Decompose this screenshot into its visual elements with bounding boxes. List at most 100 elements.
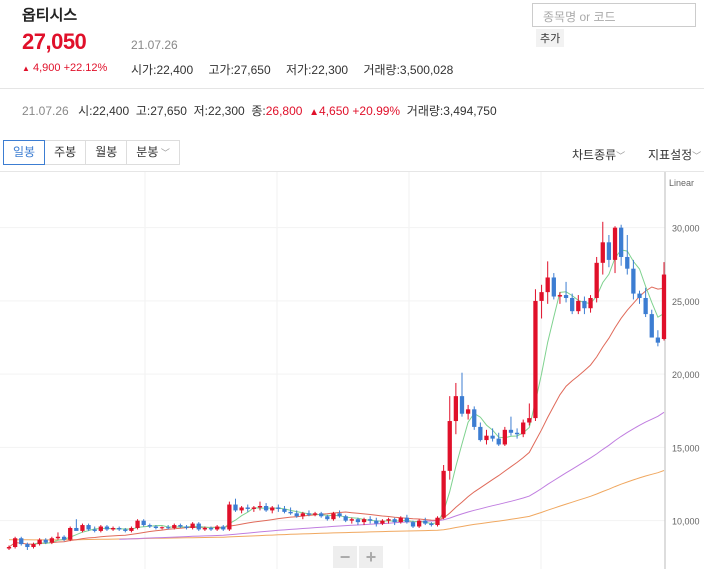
candle-body: [159, 527, 165, 529]
candle-body: [576, 300, 581, 312]
ohlc-summary: 시가:22,400 고가:27,650 저가:22,300 거래량:3,500,…: [131, 63, 454, 77]
tab-weekly[interactable]: 주봉: [45, 140, 87, 165]
divider: [0, 171, 704, 172]
candle-body: [123, 529, 128, 531]
y-tick-label: 25,000: [672, 297, 700, 307]
candle-body: [141, 520, 146, 526]
candle-body: [153, 526, 159, 528]
candle-body: [270, 507, 275, 511]
info-close-label: 종: [251, 104, 263, 118]
candle-body: [300, 513, 305, 517]
y-tick-label: 10,000: [672, 517, 700, 527]
candle-body: [355, 519, 361, 523]
candle-body: [306, 513, 312, 515]
candle-body: [570, 297, 575, 312]
candle-body: [441, 470, 446, 518]
candle-body: [92, 529, 97, 531]
zoom-out-button[interactable]: −: [333, 546, 357, 568]
candle-body: [166, 527, 171, 529]
tab-minute[interactable]: 분봉 ﹀: [127, 140, 180, 165]
y-tick-label: 30,000: [672, 224, 700, 234]
candle-body: [661, 274, 667, 340]
candle-body: [521, 422, 526, 435]
candle-body: [416, 520, 422, 527]
candle-body: [337, 513, 342, 517]
add-button[interactable]: 추가: [536, 29, 565, 47]
price-chart[interactable]: Linear 10,000 15,000 20,000 25,000 30,000: [0, 172, 704, 569]
candle-body: [429, 523, 434, 526]
info-high: 27,650: [150, 104, 187, 118]
candle-body: [98, 526, 103, 531]
chevron-down-icon: ﹀: [692, 151, 702, 161]
candle-body: [380, 520, 385, 524]
candle-body: [557, 295, 563, 297]
candle-body: [19, 538, 24, 545]
candle-body: [86, 525, 91, 530]
candle-body: [465, 409, 471, 414]
up-triangle-icon: ▲: [309, 107, 320, 118]
candle-body: [288, 511, 293, 514]
candle-body: [435, 517, 440, 526]
candle-body: [196, 523, 201, 530]
tab-monthly[interactable]: 월봉: [86, 140, 128, 165]
candle-body: [349, 519, 354, 521]
zoom-controls: − +: [333, 546, 385, 568]
candle-body: [135, 520, 140, 528]
candle-body: [625, 256, 630, 269]
candle-body: [588, 297, 593, 309]
candle-body: [508, 429, 514, 433]
open-value: 22,400: [156, 63, 194, 77]
candle-body: [331, 513, 336, 520]
volume-value: 3,500,028: [399, 63, 454, 77]
price-date: 21.07.26: [131, 38, 178, 52]
stock-header: 옵티시스 27,050 21.07.26 ▲ 4,900 +22.12% 시가:…: [0, 0, 704, 90]
price-change-value: 4,900 +22.12%: [32, 62, 108, 74]
indicator-settings-menu[interactable]: 지표설정﹀: [648, 146, 701, 163]
candle-body: [655, 337, 661, 343]
candle-body: [631, 268, 636, 294]
candle-body: [61, 536, 67, 540]
low-label: 저가: [285, 63, 309, 77]
info-volume-label: 거래량: [406, 104, 440, 118]
candle-body: [49, 538, 54, 543]
candle-body: [68, 527, 73, 540]
candle-body: [514, 432, 520, 435]
low-value: 22,300: [311, 63, 349, 77]
candle-body: [80, 525, 85, 531]
stock-search-input[interactable]: 종목명 or 코드: [532, 3, 696, 27]
candle-body: [178, 525, 183, 527]
candle-body: [459, 396, 465, 414]
info-open: 22,400: [92, 104, 130, 118]
tab-daily[interactable]: 일봉: [3, 140, 46, 165]
candle-body: [239, 507, 244, 511]
candle-body: [410, 522, 416, 527]
candle-body: [117, 527, 122, 530]
scale-label: Linear: [669, 178, 694, 188]
candle-body: [386, 519, 391, 521]
price-change: ▲ 4,900 +22.12%: [22, 62, 107, 74]
candle-body: [110, 527, 116, 530]
candle-body: [453, 396, 459, 422]
candle-body: [104, 526, 110, 530]
candle-body: [368, 519, 373, 521]
candle-body: [423, 520, 428, 524]
candle-body: [251, 507, 257, 509]
candle-body: [184, 526, 189, 528]
candle-body: [37, 539, 42, 545]
candle-body: [55, 536, 61, 539]
candle-body: [208, 527, 214, 530]
candle-body: [612, 227, 618, 260]
chart-type-menu[interactable]: 차트종류﹀: [572, 146, 625, 163]
candle-body: [276, 507, 281, 509]
candle-info-bar: 21.07.26 시:22,400 고:27,650 저:22,300 종:26…: [22, 104, 497, 118]
candle-body: [282, 508, 287, 512]
info-low: 22,300: [207, 104, 245, 118]
candle-body: [319, 513, 324, 517]
candle-body: [202, 527, 208, 530]
candle-body: [12, 538, 18, 548]
current-price: 27,050: [22, 29, 87, 54]
info-date: 21.07.26: [22, 104, 69, 118]
zoom-in-button[interactable]: +: [359, 546, 383, 568]
chevron-down-icon: ﹀: [158, 148, 170, 158]
divider: [0, 88, 704, 89]
